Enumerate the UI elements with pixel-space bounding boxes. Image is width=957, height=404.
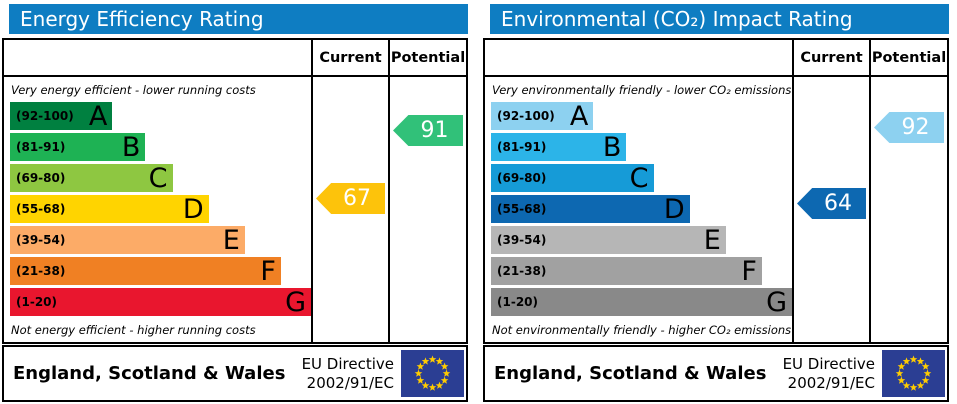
bands-cell: Very environmentally friendly - lower CO…	[485, 77, 794, 342]
eu-directive-line1: EU Directive	[301, 354, 394, 373]
band-range: (69-80)	[16, 171, 66, 185]
band-d: (55-68) D	[10, 195, 209, 223]
eu-directive-label: EU Directive 2002/91/EC	[783, 355, 875, 393]
current-arrow: 67	[316, 183, 385, 214]
current-value: 64	[824, 191, 852, 216]
band-range: (21-38)	[497, 264, 547, 278]
band-f: (21-38) F	[10, 257, 281, 285]
footer: England, Scotland & Wales EU Directive 2…	[2, 345, 468, 402]
potential-column: 91	[390, 77, 466, 342]
band-range: (55-68)	[497, 202, 547, 216]
band-range: (21-38)	[16, 264, 66, 278]
current-column: 64	[794, 77, 871, 342]
band-d: (55-68) D	[491, 195, 690, 223]
rating-table: Current Potential Very energy efficient …	[2, 38, 468, 344]
band-c: (69-80) C	[10, 164, 173, 192]
panel-title: Environmental (CO₂) Impact Rating	[501, 7, 853, 31]
band-list: (92-100) A (81-91) B (69-80) C (55-68) D (39-54)…	[10, 102, 311, 316]
eu-flag-icon	[401, 350, 464, 397]
band-range: (81-91)	[16, 140, 66, 154]
bottom-note: Not energy efficient - higher running co…	[11, 323, 256, 337]
potential-column-header: Potential	[390, 40, 466, 77]
potential-column-header: Potential	[871, 40, 947, 77]
footer: England, Scotland & Wales EU Directive 2…	[483, 345, 949, 402]
spacer-cell	[4, 40, 313, 77]
band-range: (92-100)	[497, 109, 555, 123]
band-letter: F	[260, 255, 276, 287]
band-e: (39-54) E	[10, 226, 245, 254]
band-range: (92-100)	[16, 109, 74, 123]
current-value: 67	[343, 186, 371, 211]
band-letter: E	[222, 224, 240, 256]
potential-arrow: 91	[393, 115, 463, 146]
region-label: England, Scotland & Wales	[494, 363, 767, 384]
potential-value: 91	[420, 118, 449, 143]
band-range: (1-20)	[497, 295, 538, 309]
band-e: (39-54) E	[491, 226, 726, 254]
potential-column: 92	[871, 77, 947, 342]
band-b: (81-91) B	[491, 131, 627, 163]
band-list: (92-100) A (81-91) B (69-80) C (55-68) D (39-54)…	[491, 102, 792, 316]
band-range: (81-91)	[497, 140, 547, 154]
environmental-impact-panel: Environmental (CO₂) Impact Rating Curren…	[483, 4, 949, 402]
current-column: 67	[313, 77, 390, 342]
band-range: (39-54)	[497, 233, 547, 247]
band-letter: B	[121, 131, 141, 163]
band-letter: E	[703, 224, 721, 256]
band-f: (21-38) F	[491, 257, 762, 285]
band-range: (1-20)	[16, 295, 57, 309]
band-g: (1-20) G	[10, 288, 311, 316]
band-a: (92-100) A	[10, 100, 113, 132]
band-letter: D	[663, 193, 685, 225]
current-column-header: Current	[313, 40, 390, 77]
band-letter: G	[766, 286, 787, 318]
panel-title-bar: Environmental (CO₂) Impact Rating	[490, 4, 949, 34]
band-range: (69-80)	[497, 171, 547, 185]
energy-efficiency-panel: Energy Efficiency Rating Current Potenti…	[2, 4, 468, 402]
bands-cell: Very energy efficient - lower running co…	[4, 77, 313, 342]
region-label: England, Scotland & Wales	[13, 363, 286, 384]
top-note: Very energy efficient - lower running co…	[11, 83, 256, 97]
panel-title-bar: Energy Efficiency Rating	[9, 4, 468, 34]
band-letter: G	[285, 286, 306, 318]
eu-directive-label: EU Directive 2002/91/EC	[302, 355, 394, 393]
band-letter: C	[148, 162, 168, 194]
band-c: (69-80) C	[491, 164, 654, 192]
band-range: (39-54)	[16, 233, 66, 247]
band-letter: F	[741, 255, 757, 287]
rating-table: Current Potential Very environmentally f…	[483, 38, 949, 344]
spacer-cell	[485, 40, 794, 77]
top-note: Very environmentally friendly - lower CO…	[492, 83, 792, 97]
bottom-note: Not environmentally friendly - higher CO…	[492, 323, 792, 337]
current-arrow: 64	[797, 188, 866, 219]
band-a: (92-100) A	[491, 100, 594, 132]
panel-title: Energy Efficiency Rating	[20, 7, 264, 31]
eu-flag-icon	[882, 350, 945, 397]
band-range: (55-68)	[16, 202, 66, 216]
band-letter: C	[629, 162, 649, 194]
eu-directive-line2: 2002/91/EC	[787, 373, 875, 392]
band-letter: D	[182, 193, 204, 225]
potential-value: 92	[901, 115, 930, 140]
band-g: (1-20) G	[491, 288, 792, 316]
band-letter: A	[88, 100, 108, 132]
band-letter: B	[602, 131, 622, 163]
band-b: (81-91) B	[10, 131, 146, 163]
current-column-header: Current	[794, 40, 871, 77]
band-letter: A	[569, 100, 589, 132]
potential-arrow: 92	[874, 112, 944, 143]
eu-directive-line2: 2002/91/EC	[306, 373, 394, 392]
eu-directive-line1: EU Directive	[782, 354, 875, 373]
